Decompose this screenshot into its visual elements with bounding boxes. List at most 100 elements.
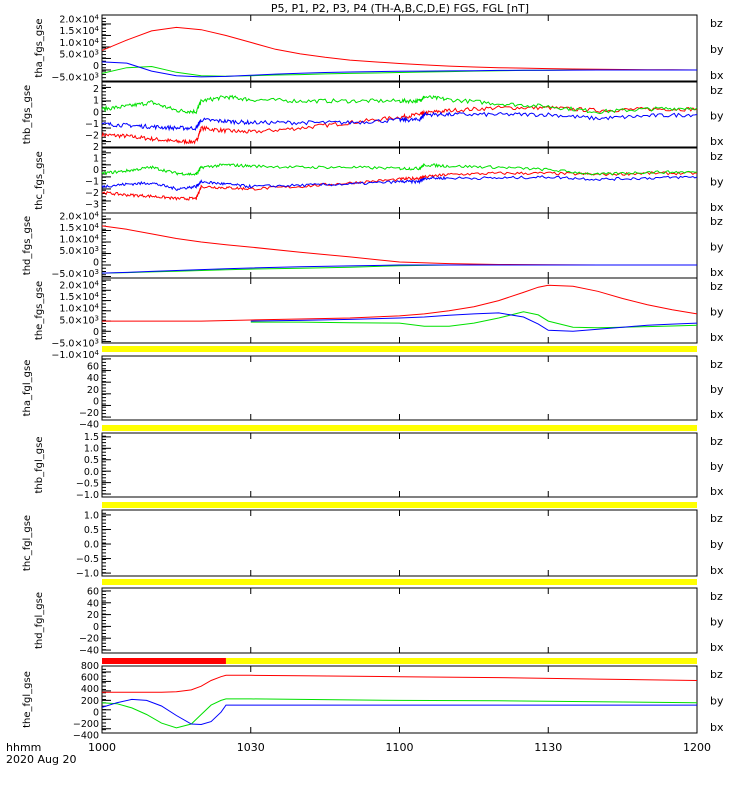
y-tick-label: 1	[93, 96, 99, 107]
panel-the_fgs_gse: 2.0×1041.5×1041.0×1045.0×1030−5.0×103−1.…	[34, 277, 724, 361]
y-tick-label: −200	[73, 719, 99, 730]
y-tick-label: 0.0	[84, 540, 99, 551]
legend-bz: bz	[710, 150, 723, 163]
y-tick-exponent: 4	[95, 291, 100, 299]
y-tick-label: 20	[87, 610, 99, 621]
y-tick-label: 1.0×104	[59, 233, 99, 245]
panel-thb_fgl_gse: 1.51.00.50.0−0.5−1.0 thb_fgl_gse bz by bx	[34, 432, 724, 501]
y-tick-label: 0	[93, 622, 99, 633]
y-tick-label: 2	[93, 142, 99, 153]
y-tick-label: −0.5	[76, 478, 99, 489]
y-tick-label: 5.0×103	[59, 48, 99, 60]
legend-bz: bz	[710, 215, 723, 228]
panel-ylabel: thc_fgl_gse	[22, 515, 33, 571]
x-tick-label: 1000	[88, 741, 116, 754]
y-tick-label: 0	[93, 708, 99, 719]
y-tick-label: −1.0	[76, 569, 99, 580]
y-tick-label: 1.5	[84, 432, 99, 443]
y-tick-label: −5.0×103	[51, 268, 99, 280]
y-tick-exponent: 4	[95, 349, 100, 357]
y-tick-label: 0	[93, 396, 99, 407]
legend-bz: bz	[710, 668, 723, 681]
legend-bx: bx	[710, 721, 724, 734]
legend-bx: bx	[710, 135, 724, 148]
panel-ylabel: thb_fgl_gse	[34, 437, 45, 494]
legend-bx: bx	[710, 69, 724, 82]
series-thb_fgs_gse-bx	[101, 111, 698, 132]
y-tick-label: −20	[79, 634, 99, 645]
legend-bz: bz	[710, 512, 723, 525]
status-bar-segment	[102, 425, 697, 431]
y-tick-label: 0	[93, 327, 99, 338]
panel-ylabel: the_fgs_gse	[34, 281, 45, 340]
panel-ylabel: thd_fgs_gse	[22, 216, 33, 275]
y-tick-label: −1	[85, 177, 99, 188]
y-tick-exponent: 3	[95, 48, 99, 56]
legend-by: by	[710, 616, 724, 629]
y-tick-label: 2	[93, 84, 99, 95]
panel-ylabel: thb_fgs_gse	[22, 85, 33, 144]
status-bar-segment	[225, 658, 698, 664]
series-the_fgl_gse-bz	[102, 674, 698, 693]
y-tick-label: 1	[93, 154, 99, 165]
x-tick-label: 1130	[534, 741, 562, 754]
y-tick-label: 2.0×104	[59, 210, 99, 222]
x-tick-label: 1200	[683, 741, 711, 754]
y-tick-label: −40	[79, 420, 99, 431]
x-tick-label: 1100	[386, 741, 414, 754]
legend-bz: bz	[710, 17, 723, 30]
legend-by: by	[710, 383, 724, 396]
x-axis-label: hhmm	[6, 741, 41, 754]
legend-bx: bx	[710, 331, 724, 344]
panel-frame	[101, 432, 698, 498]
panel-frame	[101, 355, 698, 421]
y-tick-label: 2.0×104	[59, 280, 99, 292]
legend-bx: bx	[710, 485, 724, 498]
y-tick-label: −0.5	[76, 554, 99, 565]
y-tick-label: 1.5×104	[59, 291, 99, 303]
y-tick-exponent: 3	[95, 337, 99, 345]
status-bar-segment	[102, 346, 697, 352]
panel-frame	[101, 509, 698, 577]
y-tick-label: −2	[85, 130, 99, 141]
legend-bx: bx	[710, 641, 724, 654]
y-tick-label: 0	[93, 61, 99, 72]
y-tick-label: 40	[87, 598, 99, 609]
series-thd_fgs_gse-bz	[101, 225, 697, 266]
y-tick-label: 2.0×104	[59, 14, 99, 26]
y-tick-label: 800	[81, 661, 99, 672]
panel-ylabel: thd_fgl_gse	[34, 592, 45, 649]
legend-by: by	[710, 176, 724, 189]
y-tick-label: 0.5	[84, 455, 99, 466]
y-tick-label: 1.0	[84, 510, 99, 521]
y-tick-label: 0	[93, 258, 99, 269]
y-tick-exponent: 4	[95, 303, 100, 311]
y-tick-label: 1.0×104	[59, 303, 99, 315]
legend-bx: bx	[710, 408, 724, 421]
y-tick-label: −40	[79, 646, 99, 657]
series-tha_fgs_gse-bx	[101, 61, 697, 78]
legend-by: by	[710, 538, 724, 551]
panel-ylabel: thc_fgs_gse	[34, 151, 45, 210]
panel-thc_fgl_gse: 1.0 0.5 0.0 −0.5 −1.0 thc_fgl_gse bz by bx	[22, 509, 724, 580]
panel-frame	[101, 277, 698, 344]
panel-frame	[101, 665, 698, 734]
y-tick-label: 200	[81, 696, 99, 707]
legend-bz: bz	[710, 280, 723, 293]
legend-bz: bz	[710, 590, 723, 603]
y-tick-label: −2	[85, 188, 99, 199]
series-the_fgs_gse-bz	[102, 284, 698, 322]
y-tick-exponent: 4	[95, 210, 100, 218]
y-tick-exponent: 3	[95, 245, 99, 253]
y-tick-label: −20	[79, 408, 99, 419]
y-tick-exponent: 4	[95, 37, 100, 45]
y-tick-label: 5.0×103	[59, 245, 99, 257]
x-tick-label: 1030	[237, 741, 265, 754]
y-tick-label: 600	[81, 673, 99, 684]
status-bar-segment	[102, 502, 697, 508]
